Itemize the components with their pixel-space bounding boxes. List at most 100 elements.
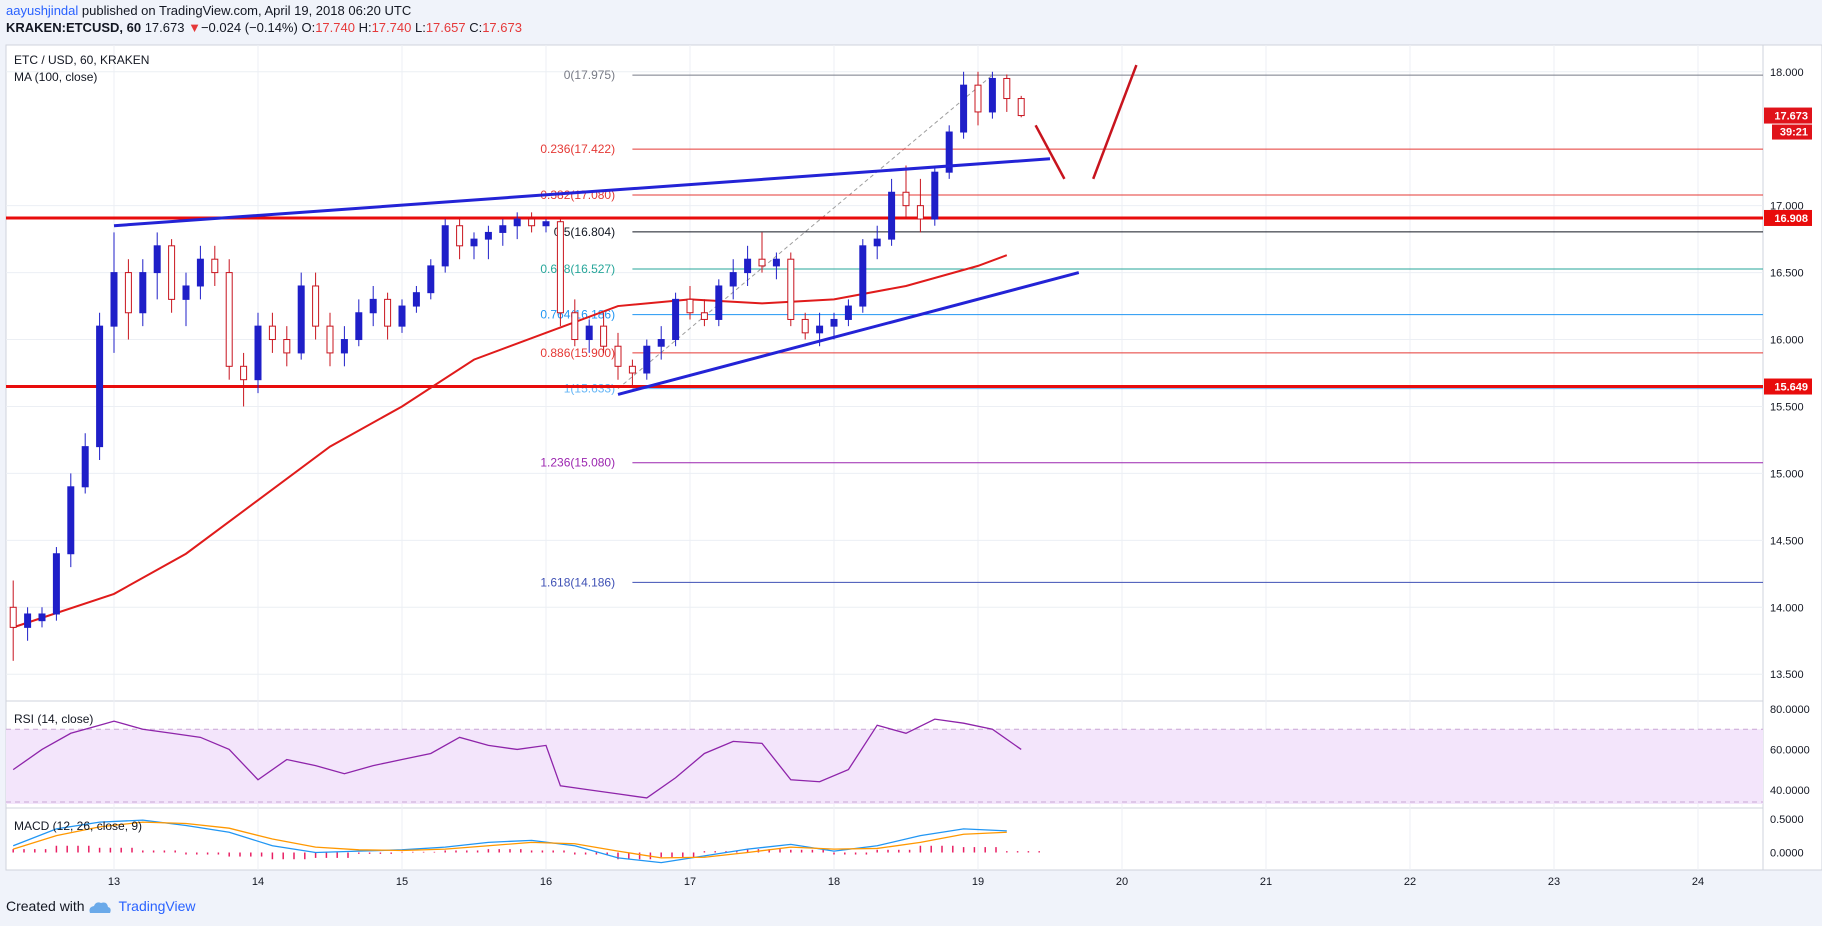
fib-level-label: 0.618(16.527) bbox=[540, 262, 615, 276]
candle-down bbox=[528, 218, 536, 227]
candle-up bbox=[715, 285, 723, 320]
trendline bbox=[113, 157, 1051, 228]
drawings bbox=[113, 64, 1138, 396]
candle-up bbox=[355, 312, 363, 341]
fib-level-label: 0.886(15.900) bbox=[540, 346, 615, 360]
chart-header: aayushjindal published on TradingView.co… bbox=[6, 2, 522, 36]
price-pane[interactable] bbox=[5, 44, 1764, 702]
candle-up bbox=[988, 77, 996, 113]
candle-down bbox=[168, 245, 176, 300]
close-value: 17.673 bbox=[482, 20, 522, 35]
candle-down bbox=[556, 221, 564, 314]
x-tick-label: 17 bbox=[684, 876, 696, 888]
rsi-tick-label: 40.0000 bbox=[1770, 785, 1810, 797]
candle-down bbox=[384, 298, 392, 327]
candle-up bbox=[196, 258, 204, 287]
candle-down bbox=[312, 285, 320, 327]
low-value: 17.657 bbox=[425, 20, 466, 35]
price-value: 17.673 bbox=[144, 20, 185, 35]
fib-level-label: 0(17.975) bbox=[564, 68, 615, 82]
close-label: C: bbox=[469, 20, 483, 35]
y-tick-label: 18.000 bbox=[1770, 67, 1804, 79]
candle-up bbox=[412, 292, 420, 307]
candle-up bbox=[772, 258, 780, 267]
high-value: 17.740 bbox=[371, 20, 412, 35]
candle-up bbox=[960, 84, 968, 133]
price-axis[interactable] bbox=[1762, 44, 1822, 871]
candle-up bbox=[427, 265, 435, 294]
candles bbox=[9, 71, 1025, 661]
candle-up bbox=[398, 305, 406, 327]
x-tick-label: 15 bbox=[396, 876, 408, 888]
last-price-tag bbox=[1764, 107, 1812, 124]
x-tick-label: 16 bbox=[540, 876, 552, 888]
rsi-legend: RSI (14, close) bbox=[14, 712, 93, 726]
candle-up bbox=[340, 339, 348, 354]
candle-down bbox=[801, 318, 809, 334]
x-tick-label: 24 bbox=[1692, 876, 1704, 888]
macd-tick-label: 0.5000 bbox=[1770, 814, 1804, 826]
candle-up bbox=[369, 298, 377, 314]
candle-up bbox=[744, 258, 752, 274]
symbol-label: KRAKEN:ETCUSD, 60 bbox=[6, 20, 142, 35]
candle-down bbox=[974, 84, 982, 113]
candle-down bbox=[700, 312, 708, 320]
y-tick-label: 17.000 bbox=[1770, 201, 1804, 213]
candle-up bbox=[441, 225, 449, 267]
candle-up bbox=[816, 325, 824, 334]
high-label: H: bbox=[358, 20, 372, 35]
candle-up bbox=[153, 245, 161, 274]
rsi-tick-label: 60.0000 bbox=[1770, 744, 1810, 756]
x-tick-label: 19 bbox=[972, 876, 984, 888]
candle-up bbox=[81, 446, 89, 488]
tradingview-brand[interactable]: TradingView bbox=[118, 898, 196, 914]
grid bbox=[6, 45, 1763, 870]
macd-pane[interactable] bbox=[5, 807, 1764, 871]
ma100-line bbox=[12, 254, 1008, 629]
countdown-label: 39:21 bbox=[1780, 127, 1808, 139]
projection-line bbox=[1034, 124, 1066, 180]
moving-average bbox=[12, 254, 1008, 629]
candle-down bbox=[686, 298, 694, 314]
open-value: 17.740 bbox=[315, 20, 355, 35]
macd-legend: MACD (12, 26, close, 9) bbox=[14, 819, 142, 833]
publish-line: aayushjindal published on TradingView.co… bbox=[6, 2, 522, 19]
candle-down bbox=[758, 258, 766, 267]
candle-down bbox=[916, 205, 924, 220]
projection-line bbox=[1092, 64, 1138, 180]
x-tick-label: 20 bbox=[1116, 876, 1128, 888]
candle-down bbox=[456, 225, 464, 247]
candle-up bbox=[499, 225, 507, 233]
macd-indicator bbox=[12, 819, 1040, 864]
candle-up bbox=[470, 238, 478, 247]
candle-up bbox=[873, 238, 881, 247]
x-tick-label: 13 bbox=[108, 876, 120, 888]
candle-down bbox=[240, 365, 248, 381]
y-tick-label: 14.000 bbox=[1770, 602, 1804, 614]
low-label: L: bbox=[414, 20, 426, 35]
candle-down bbox=[124, 272, 132, 314]
ma-legend: MA (100, close) bbox=[14, 70, 97, 84]
candle-up bbox=[844, 305, 852, 320]
rsi-tick-label: 80.0000 bbox=[1770, 704, 1810, 716]
y-tick-label: 15.500 bbox=[1770, 401, 1804, 413]
x-tick-label: 22 bbox=[1404, 876, 1416, 888]
candle-up bbox=[643, 345, 651, 374]
x-tick-label: 14 bbox=[252, 876, 264, 888]
candle-up bbox=[859, 245, 867, 307]
candle-up bbox=[513, 218, 521, 227]
candle-up bbox=[672, 298, 680, 341]
candle-down bbox=[268, 325, 276, 341]
rsi-band bbox=[6, 729, 1763, 804]
rsi-line bbox=[12, 718, 1022, 799]
candle-up bbox=[830, 318, 838, 327]
author-link[interactable]: aayushjindal bbox=[6, 3, 79, 18]
fibonacci-retracement: 0(17.975)0.236(17.422)0.382(17.080)0.5(1… bbox=[6, 68, 1763, 589]
open-label: O: bbox=[301, 20, 316, 35]
rsi-indicator bbox=[6, 718, 1763, 804]
level-price-label: 15.649 bbox=[1774, 382, 1808, 394]
y-tick-label: 13.500 bbox=[1770, 669, 1804, 681]
candle-up bbox=[67, 486, 75, 555]
macd-tick-label: 0.0000 bbox=[1770, 848, 1804, 860]
